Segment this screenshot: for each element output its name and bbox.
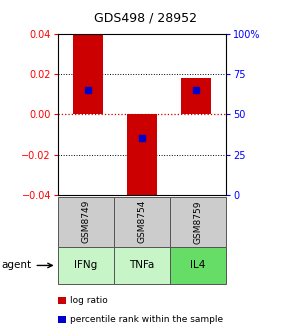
Bar [58, 297, 66, 304]
Bar [73, 34, 103, 114]
Bar [58, 316, 66, 323]
Bar [182, 78, 211, 114]
Text: percentile rank within the sample: percentile rank within the sample [70, 315, 224, 324]
Bar [114, 247, 170, 284]
Text: GSM8754: GSM8754 [137, 200, 147, 244]
Bar [127, 114, 157, 201]
Text: TNFa: TNFa [129, 260, 155, 270]
Bar [58, 197, 114, 247]
Bar [114, 197, 170, 247]
Bar [170, 247, 226, 284]
Bar [170, 197, 226, 247]
Text: GSM8759: GSM8759 [194, 200, 203, 244]
Text: GSM8749: GSM8749 [81, 200, 90, 244]
Text: agent: agent [1, 260, 52, 270]
Text: log ratio: log ratio [70, 296, 108, 305]
Text: IFNg: IFNg [75, 260, 98, 270]
Bar [58, 247, 114, 284]
Text: IL4: IL4 [191, 260, 206, 270]
Text: GDS498 / 28952: GDS498 / 28952 [93, 12, 197, 25]
